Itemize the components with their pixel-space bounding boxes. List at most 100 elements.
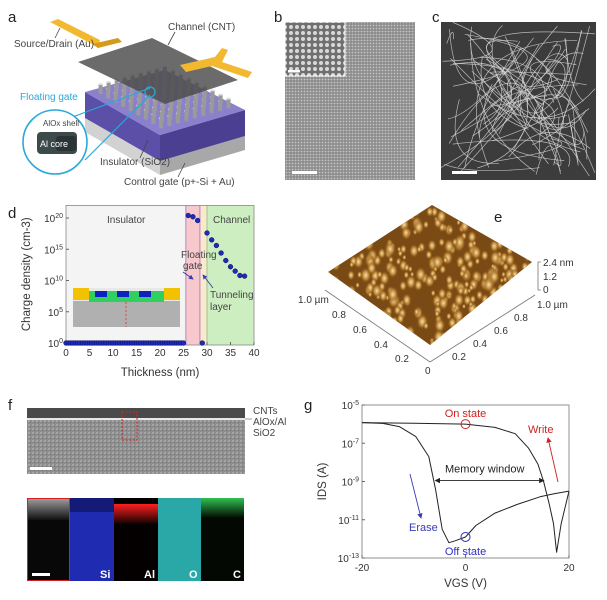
scale-bar: [32, 573, 50, 576]
data-point: [190, 214, 196, 220]
afm-bump: [378, 308, 391, 325]
x-axis-label: Thickness (nm): [121, 367, 200, 379]
off-state-marker: [460, 531, 471, 542]
pillar: [137, 92, 142, 103]
afm-bump: [506, 245, 514, 256]
inset-charge: [139, 291, 151, 297]
afm-bump: [368, 205, 376, 216]
afm-bump: [504, 292, 515, 306]
pillar: [143, 109, 148, 120]
y-tick-label: 1015: [44, 244, 63, 256]
afm-bump: [447, 225, 454, 235]
pillar: [202, 92, 207, 103]
data-point: [194, 217, 201, 224]
afm-bump: [396, 312, 405, 325]
z-tick: 2.4 nm: [543, 258, 574, 269]
sem-inset: [284, 21, 346, 77]
pillar: [121, 96, 126, 107]
pillar: [145, 96, 150, 107]
afm-bump: [331, 284, 337, 293]
pillar: [122, 83, 127, 94]
afm-bump: [519, 206, 525, 214]
afm-bump: [425, 249, 433, 260]
pillar: [193, 95, 198, 106]
afm-bump: [393, 332, 403, 345]
afm-bump: [503, 205, 514, 216]
source-pad: [92, 38, 122, 48]
cnt-fiber: [535, 145, 561, 175]
pointer-arrow: [182, 271, 194, 280]
afm-bump: [451, 237, 459, 247]
afm-bump: [502, 218, 511, 229]
y-axis-tick: 0.8: [514, 313, 528, 324]
cnt-fiber: [523, 91, 555, 135]
afm-bump: [342, 240, 350, 251]
afm-bump: [489, 250, 501, 266]
afm-bump: [332, 237, 342, 251]
afm-bump: [474, 316, 482, 327]
pillar: [201, 99, 206, 110]
pillar: [144, 103, 149, 114]
afm-bump: [507, 304, 512, 311]
y-tick-label: 1020: [44, 213, 63, 225]
cnt-fiber: [457, 86, 520, 168]
afm-bump: [401, 293, 412, 307]
afm-bump: [436, 208, 447, 224]
afm-bump: [413, 219, 425, 235]
afm-bump: [395, 257, 402, 266]
on-state-label: On state: [445, 408, 487, 420]
afm-bump: [420, 205, 426, 209]
afm-bump: [347, 226, 354, 235]
afm-bump: [524, 282, 532, 295]
afm-bump: [341, 213, 349, 224]
afm-bump: [465, 326, 471, 335]
pillar-top: [218, 93, 223, 96]
afm-bump: [443, 335, 450, 345]
afm-bump: [328, 229, 334, 243]
cnt-fiber: [479, 56, 546, 122]
afm-bump: [510, 205, 521, 220]
cnt-fiber: [543, 121, 562, 166]
scale-bar: [292, 171, 317, 174]
pillar: [168, 109, 173, 120]
afm-bump: [516, 298, 522, 306]
al-core-label: Al core: [40, 139, 68, 149]
erase-label: Erase: [409, 522, 438, 534]
label-channel: Channel: [213, 215, 250, 226]
afm-bump: [458, 320, 466, 331]
cnt-fiber: [479, 84, 578, 137]
afm-bump: [369, 218, 377, 228]
afm-bump: [488, 337, 498, 345]
afm-bump: [369, 205, 381, 214]
layer-label-sio2: SiO2: [253, 428, 276, 439]
x-tick-label: -20: [355, 563, 370, 574]
pillar-top: [106, 80, 111, 83]
afm-bump: [470, 312, 475, 319]
afm-bump: [373, 317, 385, 333]
pillar: [218, 94, 223, 105]
afm-bump: [399, 325, 409, 339]
y-tick-label: 10-11: [338, 515, 359, 527]
afm-bump: [384, 240, 397, 258]
afm-bump: [363, 212, 376, 230]
cnt-fiber: [540, 113, 585, 145]
x-tick-label: 20: [563, 563, 575, 574]
label-floating-gate: Floating: [181, 250, 217, 261]
afm-bump: [427, 239, 437, 253]
layer-label-cnts: CNTs: [253, 406, 277, 417]
control-gate-left-face: [85, 118, 160, 175]
afm-bump: [334, 236, 343, 249]
afm-bump: [453, 308, 464, 324]
x-axis-tick: 0.2: [395, 354, 409, 365]
write-arrow: [546, 437, 559, 483]
pillar-highlight-circle: [144, 86, 156, 98]
y-tick-label: 10-13: [338, 553, 359, 565]
afm-bump: [510, 219, 518, 229]
pillar: [137, 98, 141, 109]
afm-bump: [489, 314, 497, 325]
data-point: [241, 273, 248, 279]
pillar: [210, 96, 215, 107]
afm-bump: [340, 213, 351, 227]
cnt-fiber: [446, 32, 454, 44]
